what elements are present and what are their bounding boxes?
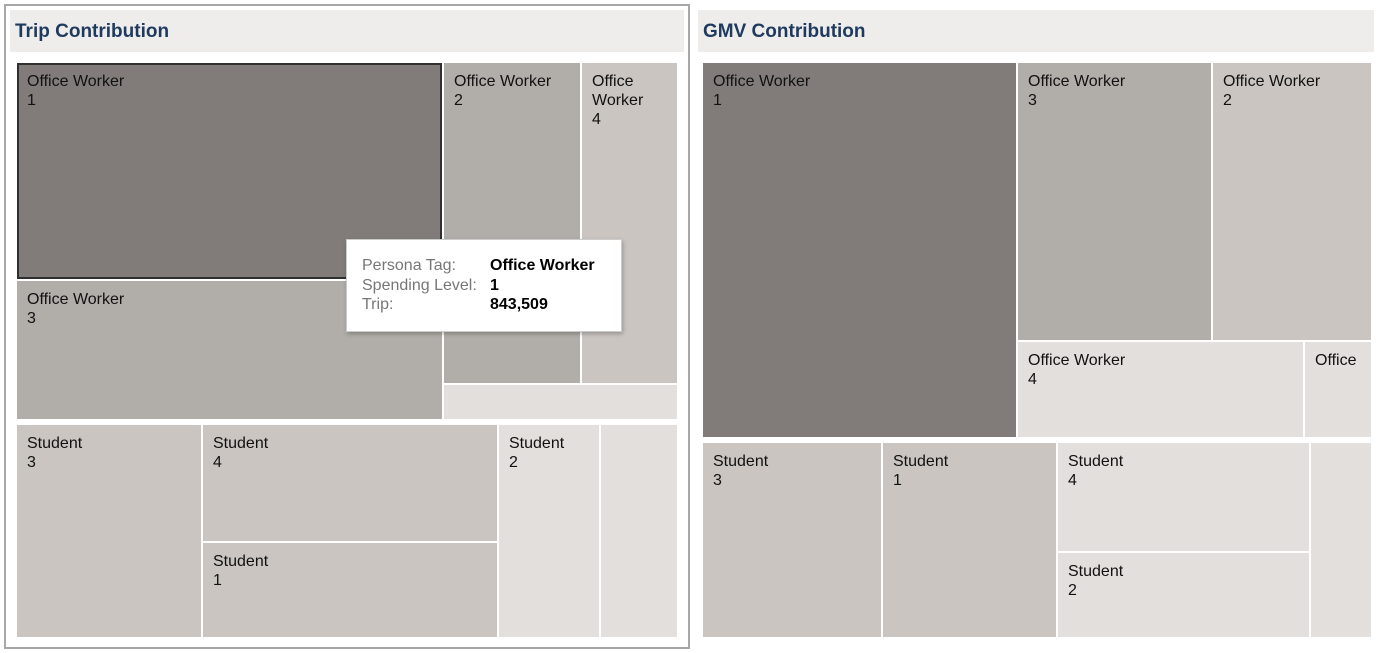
tile-label: Student (509, 435, 565, 452)
tile-label: 1 (893, 472, 902, 489)
tile-label: 2 (454, 92, 463, 109)
treemap-tile[interactable]: Office Worker 1 (702, 62, 1017, 438)
tile-label: 4 (592, 111, 601, 128)
treemap-tile[interactable] (443, 384, 678, 420)
tooltip-key: Trip: (362, 296, 394, 313)
tile-label: Student (27, 435, 83, 452)
tile-label: Student (213, 553, 269, 570)
tile-label: 4 (213, 454, 222, 471)
tile-label: 3 (27, 310, 36, 327)
tile-label: 2 (1223, 92, 1232, 109)
treemap-tile[interactable]: Student 2 (498, 424, 600, 638)
trip-treemap: Office Worker 1 Office Worker 3 Office Worke… (16, 62, 678, 638)
tile-label: 2 (509, 454, 518, 471)
treemap-tile[interactable]: Office Worker 4 (1017, 341, 1304, 438)
tooltip-key: Persona Tag: (362, 257, 456, 274)
treemap-tile[interactable]: Office Worker 2 (443, 62, 581, 384)
tile-label: 2 (1068, 582, 1077, 599)
tile-label: 4 (1028, 371, 1037, 388)
treemap-tile[interactable]: Office Worker 2 (1212, 62, 1372, 341)
tile-label: Office Worker (1223, 73, 1321, 90)
tile-label: 3 (1028, 92, 1037, 109)
tooltip-row-persona: Persona Tag: Office Worker (362, 256, 621, 276)
tile-label: 3 (713, 472, 722, 489)
treemap-tile[interactable]: Student 4 (202, 424, 498, 542)
tooltip-row-level: Spending Level: 1 (362, 276, 621, 296)
treemap-tile[interactable]: Student 3 (16, 424, 202, 638)
tile-label: Student (1068, 453, 1124, 470)
tooltip-key: Spending Level: (362, 276, 477, 294)
gmv-panel-title: GMV Contribution (703, 21, 866, 42)
tile-label: Office Worker (27, 73, 125, 90)
tile-label: Office Worker (713, 73, 811, 90)
treemap-tile[interactable]: Student 2 (1057, 552, 1310, 638)
treemap-tile[interactable]: Office Worker 4 (581, 62, 678, 384)
treemap-tile[interactable] (1310, 442, 1372, 638)
treemap-tile[interactable]: Student 4 (1057, 442, 1310, 552)
tile-label: Student (213, 435, 269, 452)
tile-label: Office Worker (1028, 73, 1126, 90)
tooltip-value: Office Worker (490, 257, 595, 274)
tile-label: 3 (27, 454, 36, 471)
treemap-tile[interactable]: Student 1 (202, 542, 498, 638)
treemap-tile[interactable]: Office (1304, 341, 1372, 438)
gmv-contribution-panel: GMV Contribution Office Worker 1 Office Wo… (692, 4, 1380, 649)
trip-contribution-panel: Trip Contribution Office Worker 1 Office W… (4, 4, 690, 649)
tile-label: Student (1068, 563, 1124, 580)
tooltip-row-trip: Trip: 843,509 (362, 295, 621, 315)
gmv-panel-header: GMV Contribution (698, 10, 1374, 52)
trip-panel-title: Trip Contribution (15, 21, 170, 42)
treemap-tile[interactable]: Office Worker 3 (1017, 62, 1212, 341)
tile-label: Office Worker (1028, 352, 1126, 369)
tile-label: 1 (713, 92, 722, 109)
tile-label: 1 (27, 92, 36, 109)
tile-tooltip: Persona Tag: Office Worker Spending Leve… (346, 239, 622, 332)
tooltip-value: 1 (490, 276, 499, 294)
tooltip-value: 843,509 (490, 296, 548, 313)
gmv-treemap: Office Worker 1 Office Worker 3 Office Worke… (702, 62, 1372, 638)
treemap-tile[interactable]: Student 3 (702, 442, 882, 638)
tile-label: Office (1315, 352, 1357, 369)
tile-label: 4 (1068, 472, 1077, 489)
treemap-tile[interactable] (600, 424, 678, 638)
tile-label: Student (713, 453, 769, 470)
tile-label: Office Worker (454, 73, 552, 90)
trip-panel-header: Trip Contribution (10, 10, 684, 52)
tile-label: Office Worker (27, 291, 125, 308)
treemap-tile[interactable]: Student 1 (882, 442, 1057, 638)
tile-label: Student (893, 453, 949, 470)
tile-label: Office (592, 73, 634, 90)
tile-label: 1 (213, 572, 222, 589)
tile-label: Worker (592, 92, 644, 109)
